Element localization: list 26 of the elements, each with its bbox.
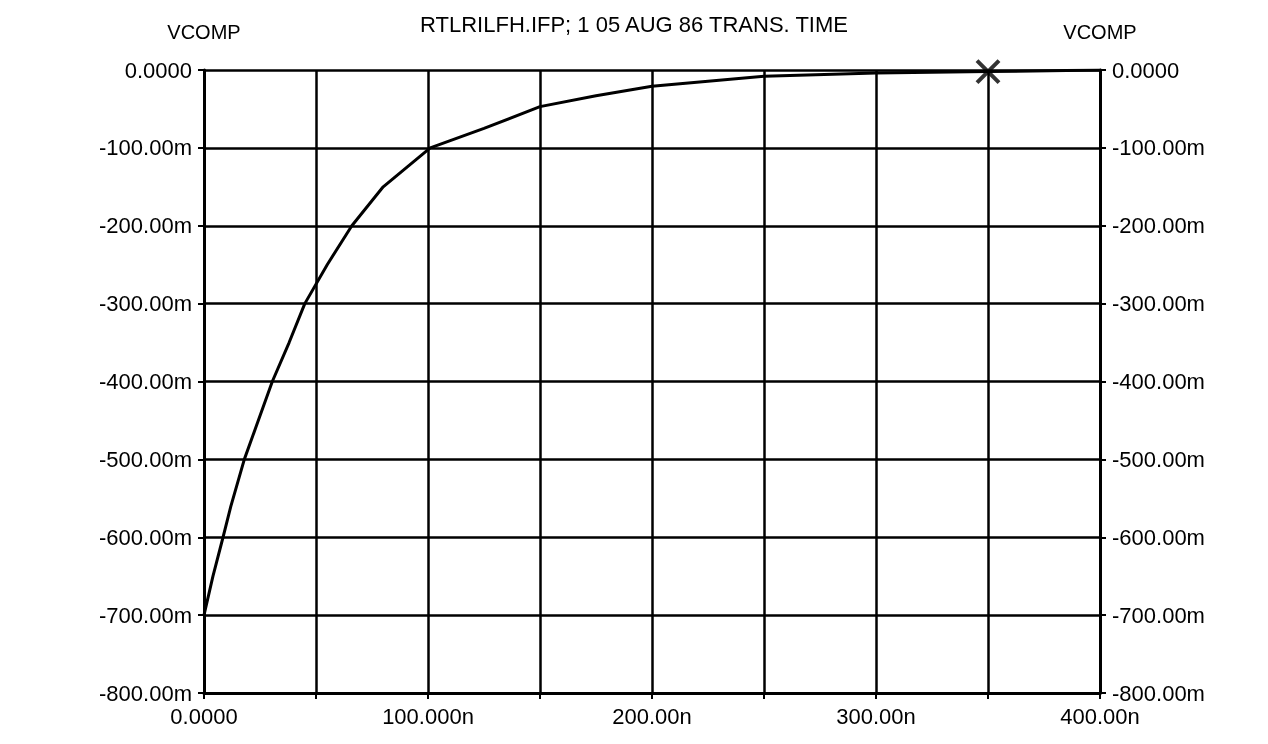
y-tick-label: -400.00m [99, 369, 192, 394]
y2-tick-label: -300.00m [1112, 291, 1205, 317]
y2-tick-label: -100.00m [1112, 135, 1205, 161]
x-tick-label: 0.0000 [170, 703, 238, 729]
chart-title: RTLRILFH.IFP; 1 05 AUG 86 TRANS. TIME [420, 11, 848, 37]
y2-axis-title: VCOMP [1063, 21, 1137, 43]
y-tick-label: -700.00m [99, 602, 192, 628]
y2-tick-label: -600.00m [1112, 524, 1205, 550]
y2-tick-label: -800.00m [1112, 680, 1205, 706]
y-tick-label: -500.00m [99, 446, 192, 472]
y2-tick-label: 0.0000 [1112, 57, 1180, 83]
y-axis-title: VCOMP [167, 21, 241, 43]
y-tick-label: -800.00m [99, 680, 192, 706]
x-tick-label: 100.000n [382, 703, 474, 729]
y2-tick-label: -400.00m [1112, 369, 1205, 394]
y-tick-label: -100.00m [99, 135, 192, 161]
x-tick-label: 200.00n [612, 703, 692, 729]
y-tick-label: 0.0000 [124, 57, 192, 83]
y-tick-label: -300.00m [99, 291, 192, 317]
y2-tick-label: -500.00m [1112, 446, 1205, 472]
x-tick-label: 300.00n [836, 703, 916, 729]
y2-tick-label: -700.00m [1112, 602, 1205, 628]
y-tick-label: -200.00m [99, 213, 192, 239]
x-tick-label: 400.00n [1060, 703, 1140, 729]
y2-tick-label: -200.00m [1112, 213, 1205, 239]
y-tick-label: -600.00m [99, 524, 192, 550]
